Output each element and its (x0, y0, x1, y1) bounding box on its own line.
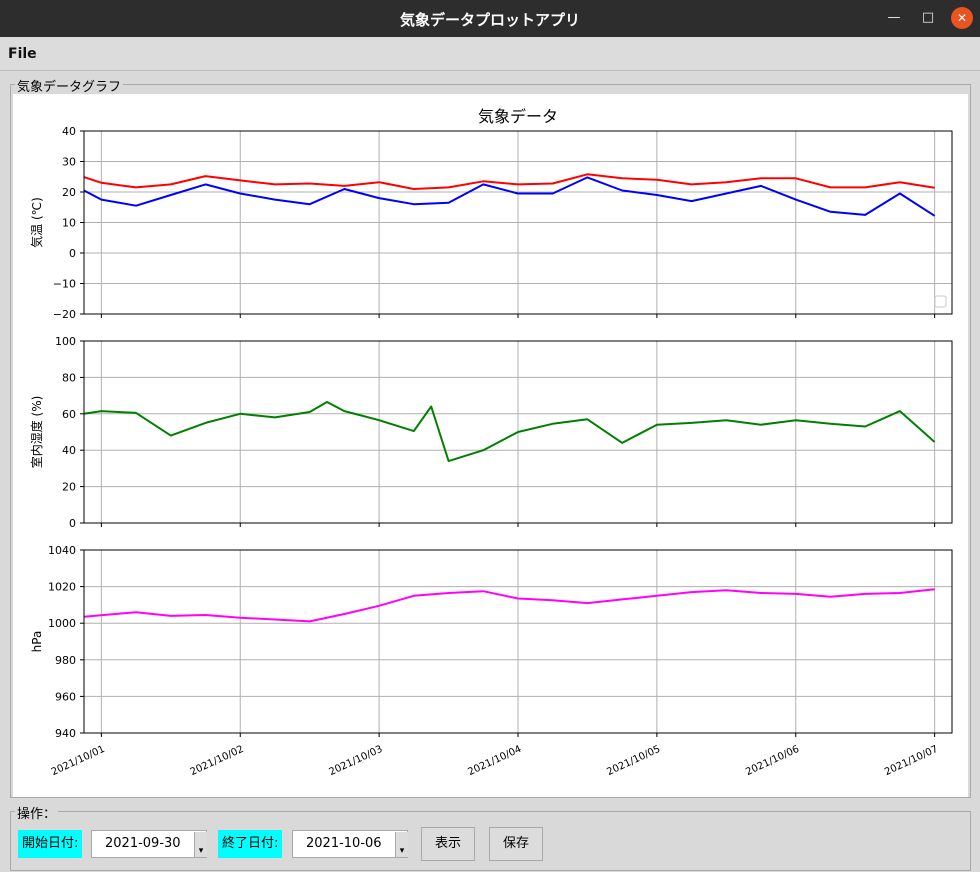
x-tick-label: 2021/10/01 (50, 744, 107, 778)
y-tick-label: 980 (55, 654, 76, 667)
end-date-input[interactable]: 2021-10-06 (292, 830, 408, 858)
series-line-0-0 (83, 173, 935, 190)
operations-group: 操作： (10, 803, 971, 871)
series-line-0-1 (83, 176, 936, 217)
menu-bar: File (0, 37, 980, 71)
y-tick-label: 100 (55, 335, 76, 348)
graph-group-label: 気象データグラフ (15, 76, 124, 95)
y-tick-label: 1000 (48, 617, 76, 630)
y-tick-label: 40 (62, 125, 76, 138)
y-tick-label: 20 (62, 481, 76, 494)
y-tick-label: 80 (62, 371, 76, 384)
y-axis-label: 気温 (℃) (29, 197, 44, 248)
y-axis-label: 室内湿度 (%) (29, 396, 44, 469)
x-tick-label: 2021/10/05 (605, 744, 662, 778)
y-tick-label: 1040 (48, 544, 76, 557)
axes-frame (83, 340, 953, 524)
end-date-label: 終了日付: (218, 830, 283, 858)
end-date-dropdown-icon[interactable]: ▾ (395, 832, 408, 857)
x-tick-label: 2021/10/03 (327, 744, 384, 778)
show-button[interactable]: 表示 (421, 827, 475, 861)
y-axis-label: hPa (30, 631, 44, 653)
start-date-dropdown-icon[interactable]: ▾ (194, 832, 207, 857)
x-tick-label: 2021/10/06 (744, 744, 801, 778)
start-date-label: 開始日付: (18, 830, 83, 858)
y-tick-label: 40 (62, 444, 76, 457)
save-button[interactable]: 保存 (489, 827, 543, 861)
y-tick-label: 1020 (48, 581, 76, 594)
operations-group-label: 操作： (15, 803, 59, 822)
y-tick-label: −20 (53, 308, 76, 321)
legend-box (934, 295, 947, 308)
close-icon[interactable]: ✕ (951, 7, 973, 29)
x-tick-label: 2021/10/02 (189, 744, 246, 778)
axes-frame (83, 549, 953, 734)
y-tick-label: −10 (53, 278, 76, 291)
y-tick-label: 10 (62, 217, 76, 230)
y-tick-label: 0 (69, 247, 76, 260)
series-line-1-0 (83, 401, 936, 463)
plot-area: 40 30 20 10 0 −10 −20 気温 (℃) 気象データ 100 80 60 40 20 0 室内… (13, 94, 968, 797)
series-line-2-0 (83, 588, 935, 623)
y-tick-label: 960 (55, 690, 76, 703)
window-title: 気象データプロットアプリ (399, 11, 580, 29)
x-tick-label: 2021/10/04 (466, 744, 523, 778)
minimize-icon[interactable]: — (887, 10, 901, 25)
menu-file[interactable]: File (8, 46, 37, 62)
x-tick-label: 2021/10/07 (883, 744, 940, 778)
y-tick-label: 60 (62, 408, 76, 421)
axes-frame (83, 130, 953, 315)
chart-title: 気象データ (478, 107, 558, 126)
y-tick-label: 0 (69, 517, 76, 530)
y-tick-label: 940 (55, 727, 76, 740)
title-bar: 気象データプロットアプリ — □ ✕ (0, 0, 980, 37)
start-date-input[interactable]: 2021-09-30 (91, 830, 207, 858)
graph-group: 気象データグラフ (10, 76, 971, 798)
maximize-icon[interactable]: □ (921, 10, 935, 25)
y-tick-label: 30 (62, 156, 76, 169)
y-tick-label: 20 (62, 186, 76, 199)
